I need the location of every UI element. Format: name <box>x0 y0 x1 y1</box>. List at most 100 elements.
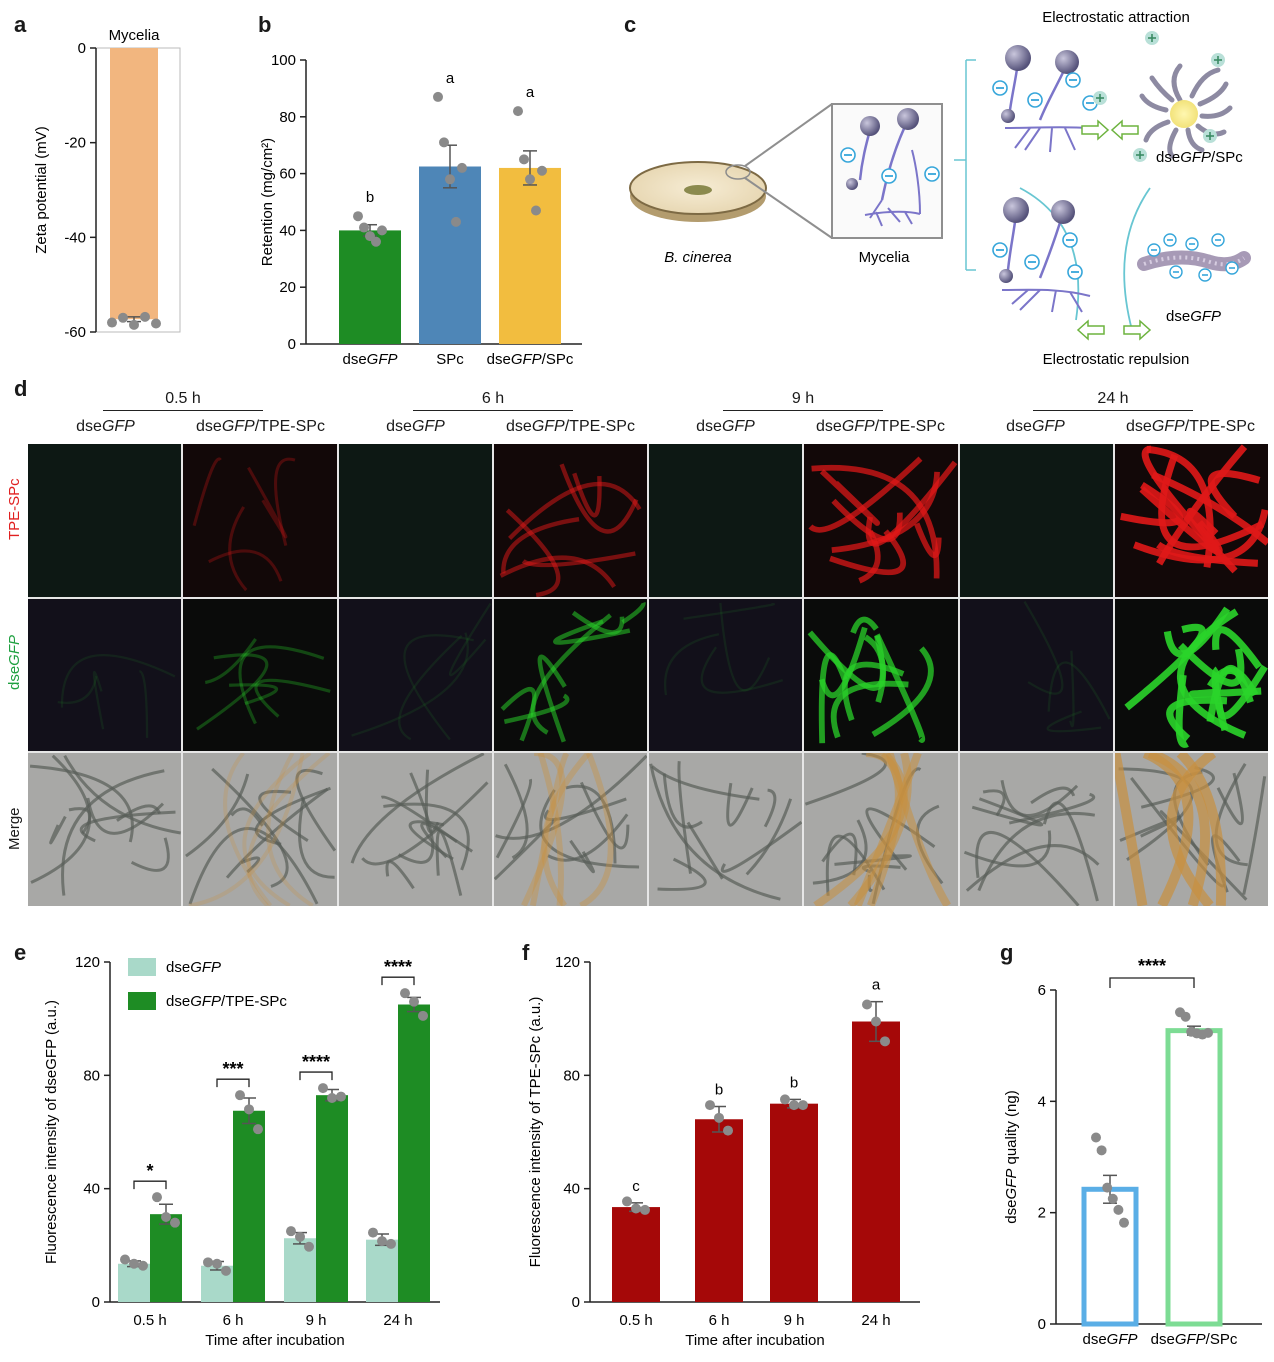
bar-dseGFP <box>339 230 401 344</box>
micrograph-texture <box>960 444 1113 597</box>
micrograph-texture <box>192 457 296 592</box>
legend-swatch <box>128 958 156 976</box>
diagram-c-electrostatics: B. cinerea Mycelia Electrostatic attract… <box>629 9 1251 368</box>
micrograph-texture <box>29 755 181 897</box>
panel-label-g: g <box>1000 940 1014 965</box>
b-y-tick-label: 100 <box>271 52 296 69</box>
bar-0.5 h <box>612 1207 660 1302</box>
f-data-point <box>880 1036 890 1047</box>
column-header: dseGFP/TPE-SPc <box>506 418 635 435</box>
micrograph-texture <box>493 753 647 906</box>
repulsion-mycelium <box>992 197 1152 341</box>
bar-24 h <box>852 1021 900 1302</box>
a-data-point <box>140 311 150 322</box>
label-electrostatic-repulsion: Electrostatic repulsion <box>1043 351 1190 368</box>
micrograph-dsegfp-1-1 <box>493 598 647 752</box>
f-data-point <box>640 1204 650 1215</box>
bar-dseGFP/SPc <box>499 167 561 344</box>
significance-stars: **** <box>384 957 412 977</box>
micrograph-tpe-spc-1-0 <box>338 444 492 597</box>
significance-letter: c <box>632 1178 640 1195</box>
x-tick-label: dseGFP/SPc <box>487 351 574 368</box>
g-data-point <box>1096 1145 1107 1156</box>
a-y-tick-label: -60 <box>64 324 86 341</box>
micrograph-texture <box>1119 444 1268 574</box>
x-tick-label: SPc <box>436 351 464 368</box>
row-label-tpe-spc: TPE-SPc <box>6 478 23 540</box>
chart-g-dsegfp-quality: 0 2 4 6 dseGFP dseGFP/SPc **** dseGFP quality (… <box>1003 956 1262 1348</box>
time-header: 6 h <box>413 390 573 411</box>
bar-SPc <box>419 166 481 344</box>
micrograph-texture <box>1114 753 1266 906</box>
micrograph-texture <box>805 753 952 906</box>
column-header: dseGFP/TPE-SPc <box>816 418 945 435</box>
f-data-point <box>789 1100 799 1111</box>
e-y-tick-label: 120 <box>75 954 100 971</box>
b-data-point <box>377 225 387 236</box>
g-data-point <box>1107 1193 1118 1204</box>
micrograph-dsegfp-0-0 <box>28 598 182 752</box>
significance-stars: **** <box>1138 956 1166 976</box>
b-data-point <box>433 91 443 102</box>
f-data-point <box>714 1112 724 1123</box>
bar-dseGFP/SPc <box>1165 1028 1223 1327</box>
micrograph-merge-0-1 <box>183 753 337 906</box>
bar-mycelia <box>110 48 158 320</box>
bar-24 h-series-0 <box>366 1239 398 1302</box>
e-data-point <box>170 1217 180 1228</box>
chart-a-title: Mycelia <box>109 27 161 44</box>
chart-a-zeta-potential: 0 -20 -40 -60 Mycelia Zeta potential (mV) <box>33 27 181 341</box>
e-data-point <box>138 1260 148 1271</box>
b-data-point <box>519 154 529 165</box>
panel-label-a: a <box>14 12 27 37</box>
b-data-point <box>531 205 541 216</box>
panel-label-b: b <box>258 12 272 37</box>
mycelia-box <box>831 103 943 239</box>
x-tick-label: 9 h <box>306 1312 327 1329</box>
y-axis-label: Retention (mg/cm²) <box>259 138 276 266</box>
e-data-point <box>161 1212 171 1222</box>
e-data-point <box>400 988 410 999</box>
e-data-point <box>336 1091 346 1102</box>
label-dsrna: dseGFP <box>1166 308 1221 325</box>
time-header: 24 h <box>1033 390 1193 411</box>
micrograph-tpe-spc-3-1 <box>1114 444 1268 597</box>
micrograph-dsegfp-1-0 <box>338 598 492 752</box>
b-data-point <box>353 211 363 222</box>
micrograph-texture <box>500 601 646 743</box>
significance-letter: a <box>446 70 455 87</box>
significance-letter: a <box>526 84 535 101</box>
y-axis-label: Zeta potential (mV) <box>33 126 50 254</box>
x-tick-label: dseGFP <box>342 351 397 368</box>
x-tick-label: 6 h <box>223 1312 244 1329</box>
x-axis-label: Time after incubation <box>685 1332 825 1349</box>
x-tick-label: 9 h <box>784 1312 805 1329</box>
chart-b-retention: 0 20 40 60 80 100 Retention (mg/cm²) b dseGFP a SP… <box>259 52 582 368</box>
a-data-point <box>118 312 128 323</box>
micrograph-texture <box>649 444 802 597</box>
g-y-tick-label: 0 <box>1038 1316 1046 1333</box>
column-header: dseGFP <box>1006 418 1065 435</box>
g-y-tick-label: 6 <box>1038 982 1046 999</box>
a-data-point <box>107 317 117 328</box>
f-data-point <box>705 1100 715 1111</box>
micrograph-dsegfp-3-1 <box>1114 598 1268 752</box>
e-data-point <box>368 1227 378 1238</box>
micrograph-texture <box>28 444 181 597</box>
legend-label: dseGFP/TPE-SPc <box>166 993 287 1010</box>
e-data-point <box>295 1231 305 1242</box>
g-data-point <box>1180 1011 1191 1022</box>
spc-nanoparticle-icon <box>1093 31 1233 162</box>
b-y-tick-label: 40 <box>279 222 296 239</box>
b-data-point <box>451 216 461 227</box>
g-data-point <box>1203 1027 1213 1038</box>
bar-9 h <box>770 1103 818 1302</box>
b-y-tick-label: 60 <box>279 166 296 183</box>
micrograph-texture <box>350 753 489 897</box>
f-data-point <box>723 1125 733 1136</box>
micrograph-tpe-spc-1-1 <box>493 444 647 597</box>
panel-label-d: d <box>14 376 28 401</box>
bar-9 h-series-1 <box>316 1095 348 1302</box>
micrograph-merge-1-0 <box>338 753 492 906</box>
x-tick-label: dseGFP/SPc <box>1151 1331 1238 1348</box>
